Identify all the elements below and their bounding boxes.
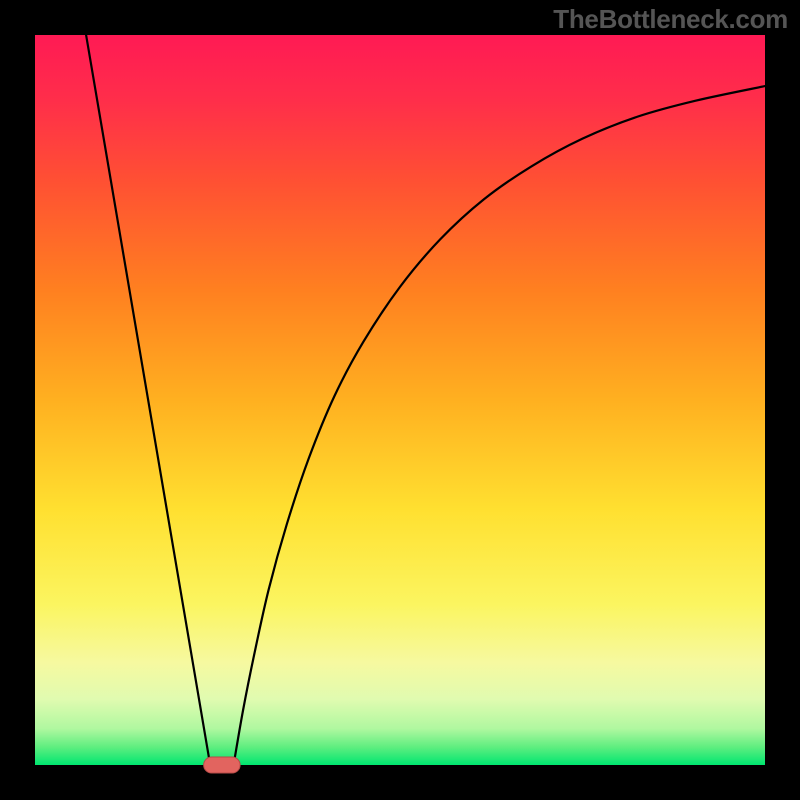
chart-container: TheBottleneck.com <box>0 0 800 800</box>
curve-left-branch <box>86 35 210 765</box>
curve-right-branch <box>234 86 765 765</box>
plot-svg <box>0 0 800 800</box>
optimum-marker <box>204 757 241 773</box>
watermark-text: TheBottleneck.com <box>553 4 788 35</box>
